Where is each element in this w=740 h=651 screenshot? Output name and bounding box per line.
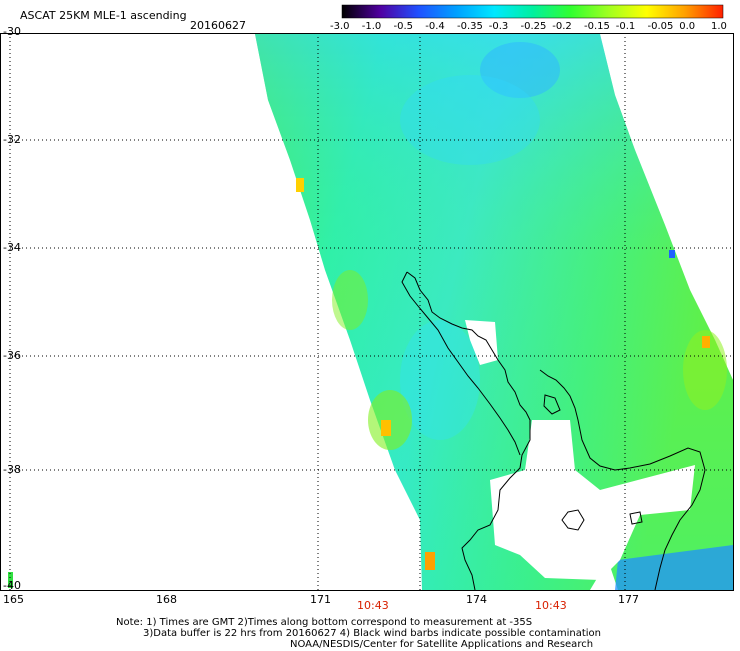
lat-label: -32 <box>3 133 21 146</box>
coastline <box>401 271 706 591</box>
lon-label: 174 <box>466 593 487 606</box>
lon-label: 168 <box>156 593 177 606</box>
time-label: 10:43 <box>357 599 389 612</box>
lat-label: -40 <box>3 579 21 592</box>
product-title: ASCAT 25KM MLE-1 ascending <box>20 9 187 22</box>
colorbar-tick-label: -0.5 <box>393 21 414 32</box>
colorbar-tick-label: -0.25 <box>520 21 547 32</box>
lat-label: -36 <box>3 349 21 362</box>
product-date: 20160627 <box>190 19 246 32</box>
colorbar-tick-label: -3.0 <box>330 21 350 32</box>
colorbar <box>341 4 724 19</box>
note-line-1: Note: 1) Times are GMT 2)Times along bot… <box>116 617 533 628</box>
map-frame <box>0 33 734 591</box>
note-line-2: 3)Data buffer is 22 hrs from 20160627 4)… <box>143 628 601 639</box>
lon-label: 165 <box>3 593 24 606</box>
colorbar-tick-label: 0.0 <box>679 21 696 32</box>
colorbar-tick-label: -0.05 <box>647 21 674 32</box>
lon-label: 171 <box>310 593 331 606</box>
colorbar-bar <box>341 4 724 19</box>
colorbar-tick-label: -0.4 <box>425 21 445 32</box>
lon-label: 177 <box>618 593 639 606</box>
colorbar-tick-label: -0.15 <box>584 21 610 32</box>
lat-label: -34 <box>3 241 21 254</box>
lat-label: -38 <box>3 463 21 476</box>
colorbar-tick-label: 1.0 <box>711 21 727 32</box>
lat-label: -30 <box>3 25 21 38</box>
colorbar-tick-label: -1.0 <box>361 21 382 32</box>
colorbar-tick-label: -0.3 <box>488 21 509 32</box>
wind-swath <box>8 34 733 590</box>
colorbar-tick-label: -0.1 <box>615 21 636 32</box>
graticule <box>9 33 733 590</box>
colorbar-tick-label: -0.2 <box>552 21 572 32</box>
note-line-3: NOAA/NESDIS/Center for Satellite Applica… <box>290 639 594 650</box>
colorbar-tick-label: -0.35 <box>457 21 483 32</box>
time-label: 10:43 <box>535 599 567 612</box>
